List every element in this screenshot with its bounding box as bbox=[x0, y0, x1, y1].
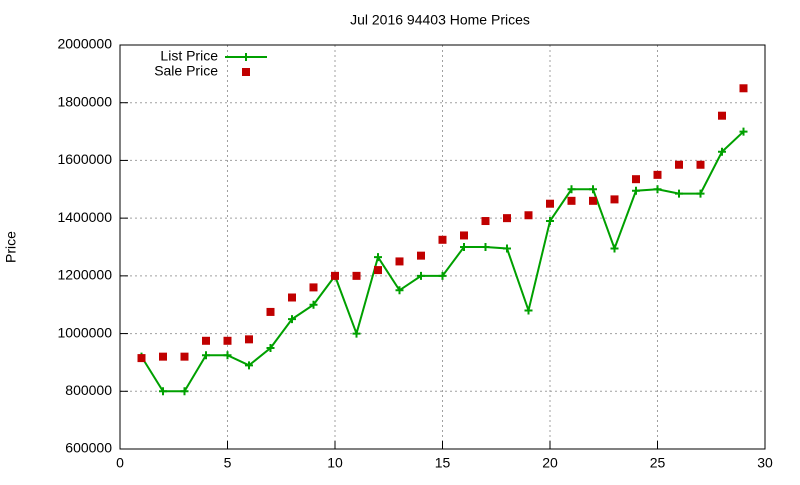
point bbox=[718, 147, 726, 156]
chart-title: Jul 2016 94403 Home Prices bbox=[350, 12, 530, 28]
point bbox=[567, 185, 576, 194]
point bbox=[524, 211, 533, 220]
x-tick-label: 20 bbox=[542, 455, 558, 471]
y-tick-label: 1200000 bbox=[57, 267, 112, 283]
point bbox=[395, 286, 404, 295]
point bbox=[137, 354, 146, 363]
point bbox=[481, 243, 490, 251]
y-tick-label: 1600000 bbox=[57, 151, 112, 167]
legend-label: List Price bbox=[160, 48, 218, 64]
point bbox=[331, 271, 339, 280]
y-tick-label: 1000000 bbox=[57, 324, 112, 340]
point bbox=[374, 266, 382, 275]
plot-frame bbox=[119, 44, 766, 450]
y-axis-label: Price bbox=[3, 231, 19, 263]
point bbox=[460, 231, 468, 240]
point bbox=[417, 271, 425, 280]
point bbox=[696, 160, 705, 169]
y-tick-label: 800000 bbox=[65, 382, 112, 398]
point bbox=[610, 195, 619, 204]
point bbox=[503, 214, 511, 223]
x-tick-label: 5 bbox=[224, 455, 232, 471]
point bbox=[202, 336, 210, 345]
point bbox=[352, 271, 361, 280]
point bbox=[352, 329, 361, 338]
point bbox=[245, 361, 253, 370]
point bbox=[589, 196, 597, 205]
point bbox=[438, 235, 447, 244]
point bbox=[481, 217, 490, 226]
point bbox=[438, 271, 447, 280]
point bbox=[546, 199, 554, 208]
point bbox=[610, 244, 619, 253]
point bbox=[159, 387, 167, 396]
y-tick-label: 600000 bbox=[65, 440, 112, 456]
point bbox=[223, 336, 232, 345]
x-tick-label: 30 bbox=[757, 455, 773, 471]
point bbox=[288, 293, 296, 302]
point bbox=[696, 189, 705, 198]
point bbox=[288, 315, 296, 324]
point bbox=[632, 175, 640, 184]
point bbox=[180, 352, 189, 361]
y-tick-label: 1400000 bbox=[57, 209, 112, 225]
point bbox=[374, 253, 382, 262]
point bbox=[503, 244, 511, 253]
x-tick-label: 10 bbox=[327, 455, 343, 471]
y-tick-label: 1800000 bbox=[57, 93, 112, 109]
point bbox=[309, 283, 318, 292]
point bbox=[546, 217, 554, 226]
point bbox=[460, 243, 468, 251]
point bbox=[417, 251, 425, 260]
x-tick-label: 0 bbox=[116, 455, 124, 471]
point bbox=[159, 352, 167, 361]
point bbox=[567, 196, 576, 205]
point bbox=[180, 387, 189, 396]
point bbox=[718, 111, 726, 120]
point bbox=[524, 306, 533, 315]
legend-marker bbox=[242, 68, 250, 76]
legend-label: Sale Price bbox=[154, 63, 218, 79]
x-tick-label: 15 bbox=[435, 455, 451, 471]
point bbox=[632, 186, 640, 195]
point bbox=[675, 160, 683, 169]
point bbox=[266, 307, 275, 316]
point bbox=[395, 257, 404, 266]
legend-marker bbox=[242, 53, 250, 61]
point bbox=[675, 189, 683, 198]
point bbox=[245, 335, 253, 344]
point bbox=[589, 185, 597, 194]
point bbox=[202, 351, 210, 360]
point bbox=[739, 127, 748, 136]
y-tick-label: 2000000 bbox=[57, 36, 112, 52]
point bbox=[223, 351, 232, 360]
point bbox=[653, 170, 662, 179]
point bbox=[266, 344, 275, 352]
point bbox=[653, 185, 662, 194]
point bbox=[309, 300, 318, 309]
point bbox=[739, 84, 748, 93]
x-tick-label: 25 bbox=[650, 455, 666, 471]
